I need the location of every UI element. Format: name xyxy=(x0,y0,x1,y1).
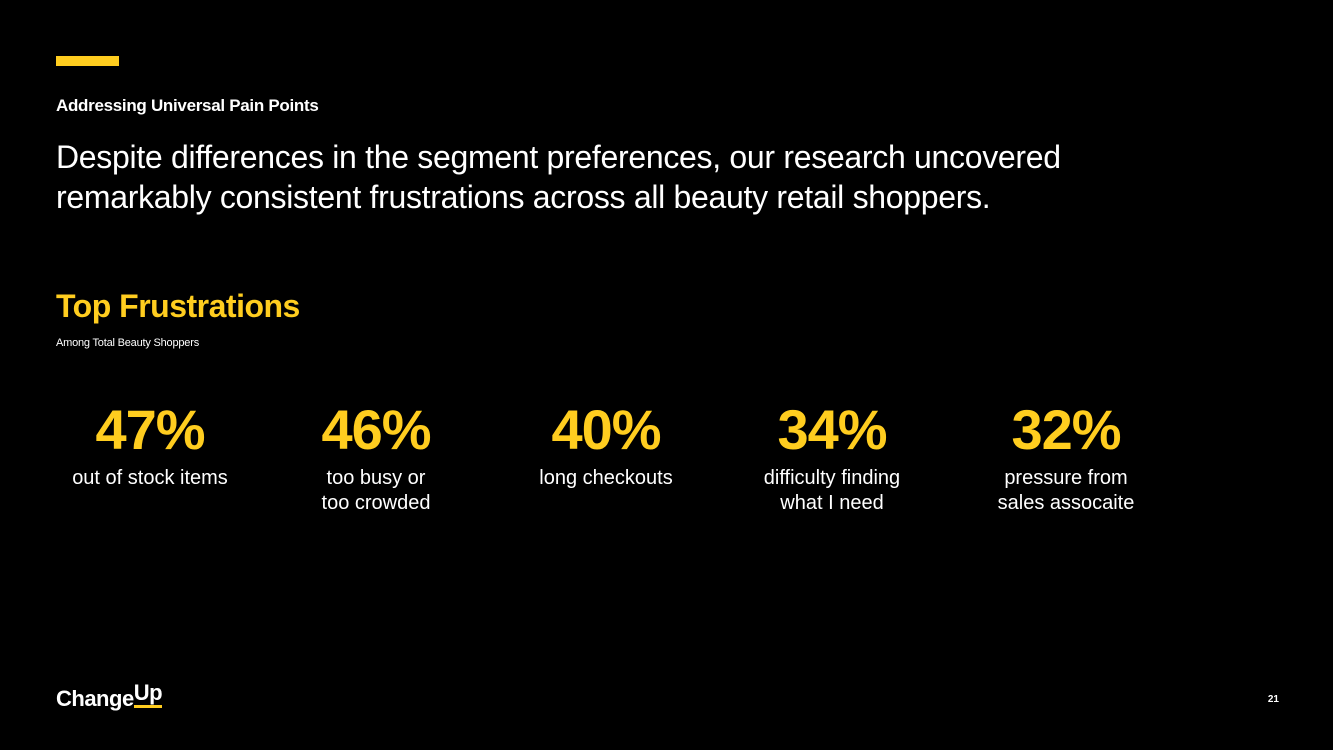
logo-text: Up xyxy=(133,680,163,708)
logo-text: Change xyxy=(56,686,134,711)
section-subtitle: Among Total Beauty Shoppers xyxy=(56,337,199,349)
stat-label-line: difficulty finding xyxy=(763,467,901,489)
section-title: Top Frustrations xyxy=(56,288,300,324)
logo: ChangeUp xyxy=(56,680,163,712)
page-number: 21 xyxy=(1267,694,1279,705)
stat: 34% difficulty finding what I need xyxy=(722,398,942,516)
stat-value: 40% xyxy=(551,398,661,461)
stat-label-line: too busy or xyxy=(326,467,426,489)
accent-bar xyxy=(56,56,119,66)
stat: 47% out of stock items xyxy=(40,398,260,491)
stat: 32% pressure from sales assocaite xyxy=(956,398,1176,516)
stat-label: too busy or too crowded xyxy=(266,466,486,516)
stat-label-line: what I need xyxy=(780,492,884,514)
stat-label-line: too crowded xyxy=(321,492,431,514)
headline: Despite differences in the segment prefe… xyxy=(56,139,1061,215)
stat-value: 46% xyxy=(321,398,431,461)
stat-label-line: out of stock items xyxy=(72,467,228,489)
stat-label-line: pressure from xyxy=(1004,467,1128,489)
stat-value: 34% xyxy=(777,398,887,461)
stat-label: out of stock items xyxy=(40,466,260,491)
stat-label: pressure from sales assocaite xyxy=(956,466,1176,516)
stat: 46% too busy or too crowded xyxy=(266,398,486,516)
stat: 40% long checkouts xyxy=(496,398,716,491)
stat-value: 47% xyxy=(95,398,205,461)
stat-label: difficulty finding what I need xyxy=(722,466,942,516)
eyebrow: Addressing Universal Pain Points xyxy=(56,96,319,115)
stat-label-line: sales assocaite xyxy=(997,492,1135,514)
stat-label-line: long checkouts xyxy=(539,467,673,489)
stat-value: 32% xyxy=(1011,398,1121,461)
stat-label: long checkouts xyxy=(496,466,716,491)
